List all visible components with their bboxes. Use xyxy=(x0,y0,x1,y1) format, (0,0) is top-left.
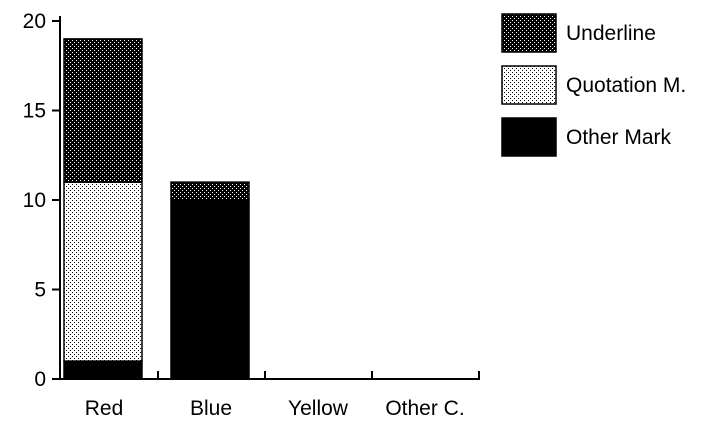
legend-swatch xyxy=(501,117,557,157)
bar-segment xyxy=(170,199,250,380)
legend-label: Quotation M. xyxy=(566,74,686,97)
x-tick-label: Red xyxy=(85,397,124,420)
bar-segment xyxy=(63,360,143,380)
y-tick-label: 0 xyxy=(34,368,46,391)
bars xyxy=(63,38,250,380)
legend-swatch xyxy=(501,13,557,53)
x-tick-label: Blue xyxy=(190,397,232,420)
y-tick-label: 15 xyxy=(23,100,46,123)
y-ticks: 0 5 10 15 20 xyxy=(23,10,60,391)
category-labels: Red Blue Yellow Other C. xyxy=(85,371,480,420)
bar-segment xyxy=(170,181,250,201)
legend: Underline Quotation M. Other Mark xyxy=(501,13,686,157)
x-tick-label: Yellow xyxy=(288,397,349,420)
bar-segment xyxy=(63,38,143,183)
x-tick-label: Other C. xyxy=(385,397,464,420)
y-tick-label: 10 xyxy=(23,189,46,212)
legend-label: Other Mark xyxy=(566,126,672,149)
legend-swatch xyxy=(501,65,557,105)
y-tick-label: 5 xyxy=(34,279,46,302)
legend-label: Underline xyxy=(566,22,656,45)
bar-segment xyxy=(63,181,143,362)
y-tick-label: 20 xyxy=(23,10,46,33)
